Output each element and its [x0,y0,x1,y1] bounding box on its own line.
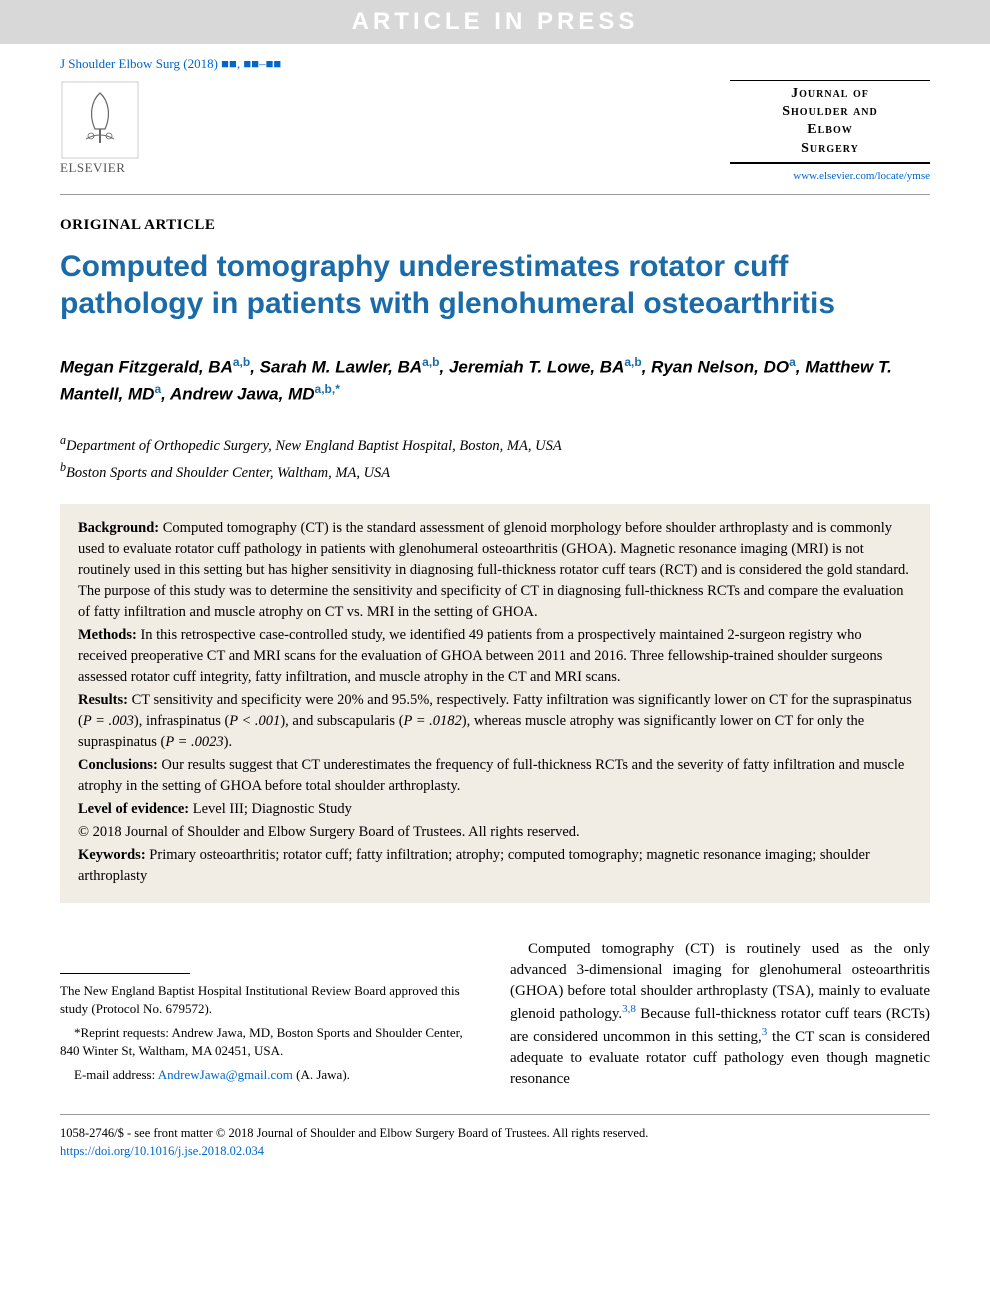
p-value: P = .0023 [165,734,223,750]
abstract-conclusions: Conclusions: Our results suggest that CT… [78,755,912,797]
p-value: P = .0182 [404,713,462,729]
email-label: E-mail address: [74,1067,155,1082]
p-value: P < .001 [229,713,280,729]
abstract-results: Results: CT sensitivity and specificity … [78,690,912,753]
abstract-box: Background: Computed tomography (CT) is … [60,504,930,903]
abstract-background: Background: Computed tomography (CT) is … [78,518,912,623]
author-aff: a [154,382,161,396]
p-value: P = .003 [83,713,134,729]
article-title: Computed tomography underestimates rotat… [60,248,930,353]
author-aff: a,b,* [315,382,340,396]
bg-label: Background: [78,520,159,536]
left-column: The New England Baptist Hospital Institu… [60,939,480,1090]
author: Ryan Nelson, DO [651,357,789,376]
kw-text: Primary osteoarthritis; rotator cuff; fa… [78,847,870,884]
kw-label: Keywords: [78,847,146,863]
loe-label: Level of evidence: [78,801,189,817]
affiliation-b: bBoston Sports and Shoulder Center, Walt… [60,458,930,485]
copyright-block: 1058-2746/$ - see front matter © 2018 Jo… [60,1115,930,1160]
doi-link[interactable]: https://doi.org/10.1016/j.jse.2018.02.03… [60,1144,264,1158]
author-aff: a [789,355,796,369]
irb-footnote: The New England Baptist Hospital Institu… [60,982,480,1018]
affiliations: aDepartment of Orthopedic Surgery, New E… [60,431,930,504]
affiliation-a: aDepartment of Orthopedic Surgery, New E… [60,431,930,458]
watermark-text: ARTICLE IN PRESS [352,8,639,36]
author: Sarah M. Lawler, BA [260,357,423,376]
copyright-line: 1058-2746/$ - see front matter © 2018 Jo… [60,1125,930,1143]
elsevier-tree-icon [60,80,140,160]
journal-name-line: Elbow [738,121,922,139]
abstract-keywords: Keywords: Primary osteoarthritis; rotato… [78,845,912,887]
right-column: Computed tomography (CT) is routinely us… [510,939,930,1090]
citation-line: J Shoulder Elbow Surg (2018) ■■, ■■–■■ [60,44,930,80]
intro-paragraph: Computed tomography (CT) is routinely us… [510,939,930,1090]
methods-label: Methods: [78,627,137,643]
journal-title: Journal of Shoulder and Elbow Surgery [730,80,930,164]
abstract-loe: Level of evidence: Level III; Diagnostic… [78,799,912,820]
watermark-banner: ARTICLE IN PRESS [0,0,990,44]
reprint-label: *Reprint requests: [74,1025,169,1040]
article-type: ORIGINAL ARTICLE [60,195,930,248]
publisher-block: ELSEVIER [60,80,150,176]
author: Megan Fitzgerald, BA [60,357,233,376]
results-label: Results: [78,692,128,708]
author: Jeremiah T. Lowe, BA [449,357,624,376]
author-aff: a,b [422,355,439,369]
reprint-footnote: *Reprint requests: Andrew Jawa, MD, Bost… [60,1024,480,1060]
bg-text: Computed tomography (CT) is the standard… [78,520,909,620]
abstract-copyright: © 2018 Journal of Shoulder and Elbow Sur… [78,822,912,843]
abstract-methods: Methods: In this retrospective case-cont… [78,625,912,688]
citation-ref[interactable]: 3,8 [622,1003,636,1015]
author-aff: a,b [233,355,250,369]
journal-name-line: Surgery [738,140,922,158]
journal-name-line: Journal of [738,85,922,103]
header-row: ELSEVIER Journal of Shoulder and Elbow S… [60,80,930,195]
email-link[interactable]: AndrewJawa@gmail.com [158,1067,293,1082]
publisher-name: ELSEVIER [60,160,150,176]
body-columns: The New England Baptist Hospital Institu… [60,903,930,1090]
journal-block: Journal of Shoulder and Elbow Surgery ww… [730,80,930,182]
conc-text: Our results suggest that CT underestimat… [78,757,904,794]
author-list: Megan Fitzgerald, BAa,b, Sarah M. Lawler… [60,353,930,431]
author: Andrew Jawa, MD [170,385,315,404]
footnote-divider [60,973,190,974]
email-footnote: E-mail address: AndrewJawa@gmail.com (A.… [60,1066,480,1084]
conc-label: Conclusions: [78,757,158,773]
author-aff: a,b [624,355,641,369]
email-suffix: (A. Jawa). [293,1067,350,1082]
journal-url-link[interactable]: www.elsevier.com/locate/ymse [730,170,930,182]
methods-text: In this retrospective case-controlled st… [78,627,882,685]
journal-name-line: Shoulder and [738,103,922,121]
loe-text: Level III; Diagnostic Study [193,801,352,817]
